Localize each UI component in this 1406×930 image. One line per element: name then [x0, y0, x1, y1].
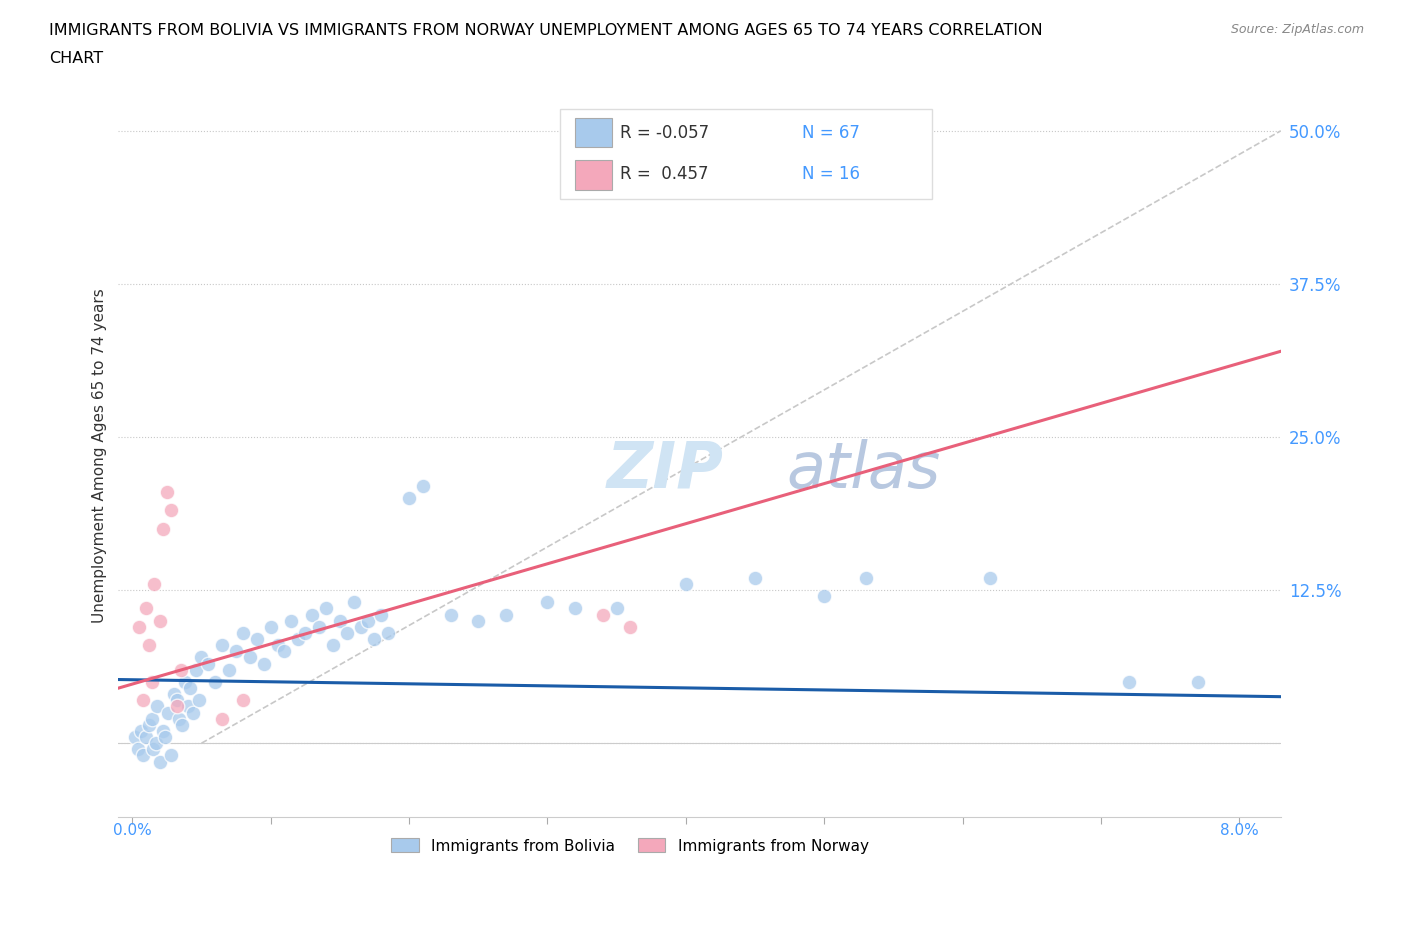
Point	[619, 619, 641, 634]
Point	[398, 491, 420, 506]
Point	[176, 699, 198, 714]
Point	[160, 748, 183, 763]
Point	[170, 662, 193, 677]
Point	[675, 577, 697, 591]
Point	[1187, 674, 1209, 689]
Point	[146, 699, 169, 714]
Point	[135, 730, 157, 745]
Point	[160, 503, 183, 518]
Point	[343, 595, 366, 610]
Point	[979, 570, 1001, 585]
Point	[239, 650, 262, 665]
Point	[173, 674, 195, 689]
Point	[149, 754, 172, 769]
Point	[187, 693, 209, 708]
Point	[172, 717, 194, 732]
Point	[370, 607, 392, 622]
Point	[439, 607, 461, 622]
Point	[211, 711, 233, 726]
Point	[163, 686, 186, 701]
Point	[127, 742, 149, 757]
Point	[744, 570, 766, 585]
Point	[266, 638, 288, 653]
Point	[190, 650, 212, 665]
Point	[260, 619, 283, 634]
Point	[156, 485, 179, 499]
Point	[169, 711, 191, 726]
Text: CHART: CHART	[49, 51, 103, 66]
Point	[467, 613, 489, 628]
Text: 8.0%: 8.0%	[1220, 823, 1258, 838]
Point	[253, 657, 276, 671]
Point	[124, 730, 146, 745]
Text: 0.0%: 0.0%	[112, 823, 152, 838]
Point	[152, 522, 174, 537]
Point	[315, 601, 337, 616]
Point	[143, 577, 166, 591]
Point	[132, 748, 155, 763]
Point	[128, 619, 150, 634]
Point	[166, 699, 188, 714]
Point	[495, 607, 517, 622]
Point	[138, 638, 160, 653]
Point	[218, 662, 240, 677]
Point	[606, 601, 628, 616]
Point	[225, 644, 247, 658]
Point	[301, 607, 323, 622]
Point	[273, 644, 295, 658]
Point	[377, 626, 399, 641]
Point	[179, 681, 201, 696]
Point	[855, 570, 877, 585]
Point	[142, 742, 165, 757]
Point	[135, 601, 157, 616]
Point	[308, 619, 330, 634]
Point	[294, 626, 316, 641]
Point	[287, 631, 309, 646]
Point	[204, 674, 226, 689]
Point	[813, 589, 835, 604]
Point	[145, 736, 167, 751]
Point	[246, 631, 269, 646]
Legend: Immigrants from Bolivia, Immigrants from Norway: Immigrants from Bolivia, Immigrants from…	[385, 832, 875, 859]
Text: atlas: atlas	[787, 439, 941, 501]
Point	[536, 595, 558, 610]
Point	[152, 724, 174, 738]
Point	[564, 601, 586, 616]
Point	[211, 638, 233, 653]
Point	[592, 607, 614, 622]
Point	[349, 619, 371, 634]
Point	[412, 479, 434, 494]
Point	[141, 674, 163, 689]
Point	[184, 662, 207, 677]
Point	[363, 631, 385, 646]
Point	[155, 730, 177, 745]
Point	[181, 705, 204, 720]
Point	[336, 626, 359, 641]
Point	[149, 613, 172, 628]
Point	[322, 638, 344, 653]
Point	[280, 613, 302, 628]
Point	[138, 717, 160, 732]
Text: ZIP: ZIP	[606, 439, 724, 501]
Point	[166, 693, 188, 708]
Point	[129, 724, 152, 738]
Point	[329, 613, 352, 628]
Point	[1118, 674, 1140, 689]
Point	[157, 705, 180, 720]
Text: IMMIGRANTS FROM BOLIVIA VS IMMIGRANTS FROM NORWAY UNEMPLOYMENT AMONG AGES 65 TO : IMMIGRANTS FROM BOLIVIA VS IMMIGRANTS FR…	[49, 23, 1043, 38]
Y-axis label: Unemployment Among Ages 65 to 74 years: Unemployment Among Ages 65 to 74 years	[93, 288, 107, 623]
Point	[132, 693, 155, 708]
Text: Source: ZipAtlas.com: Source: ZipAtlas.com	[1230, 23, 1364, 36]
Point	[232, 693, 254, 708]
Point	[356, 613, 378, 628]
Point	[232, 626, 254, 641]
Point	[141, 711, 163, 726]
Point	[197, 657, 219, 671]
